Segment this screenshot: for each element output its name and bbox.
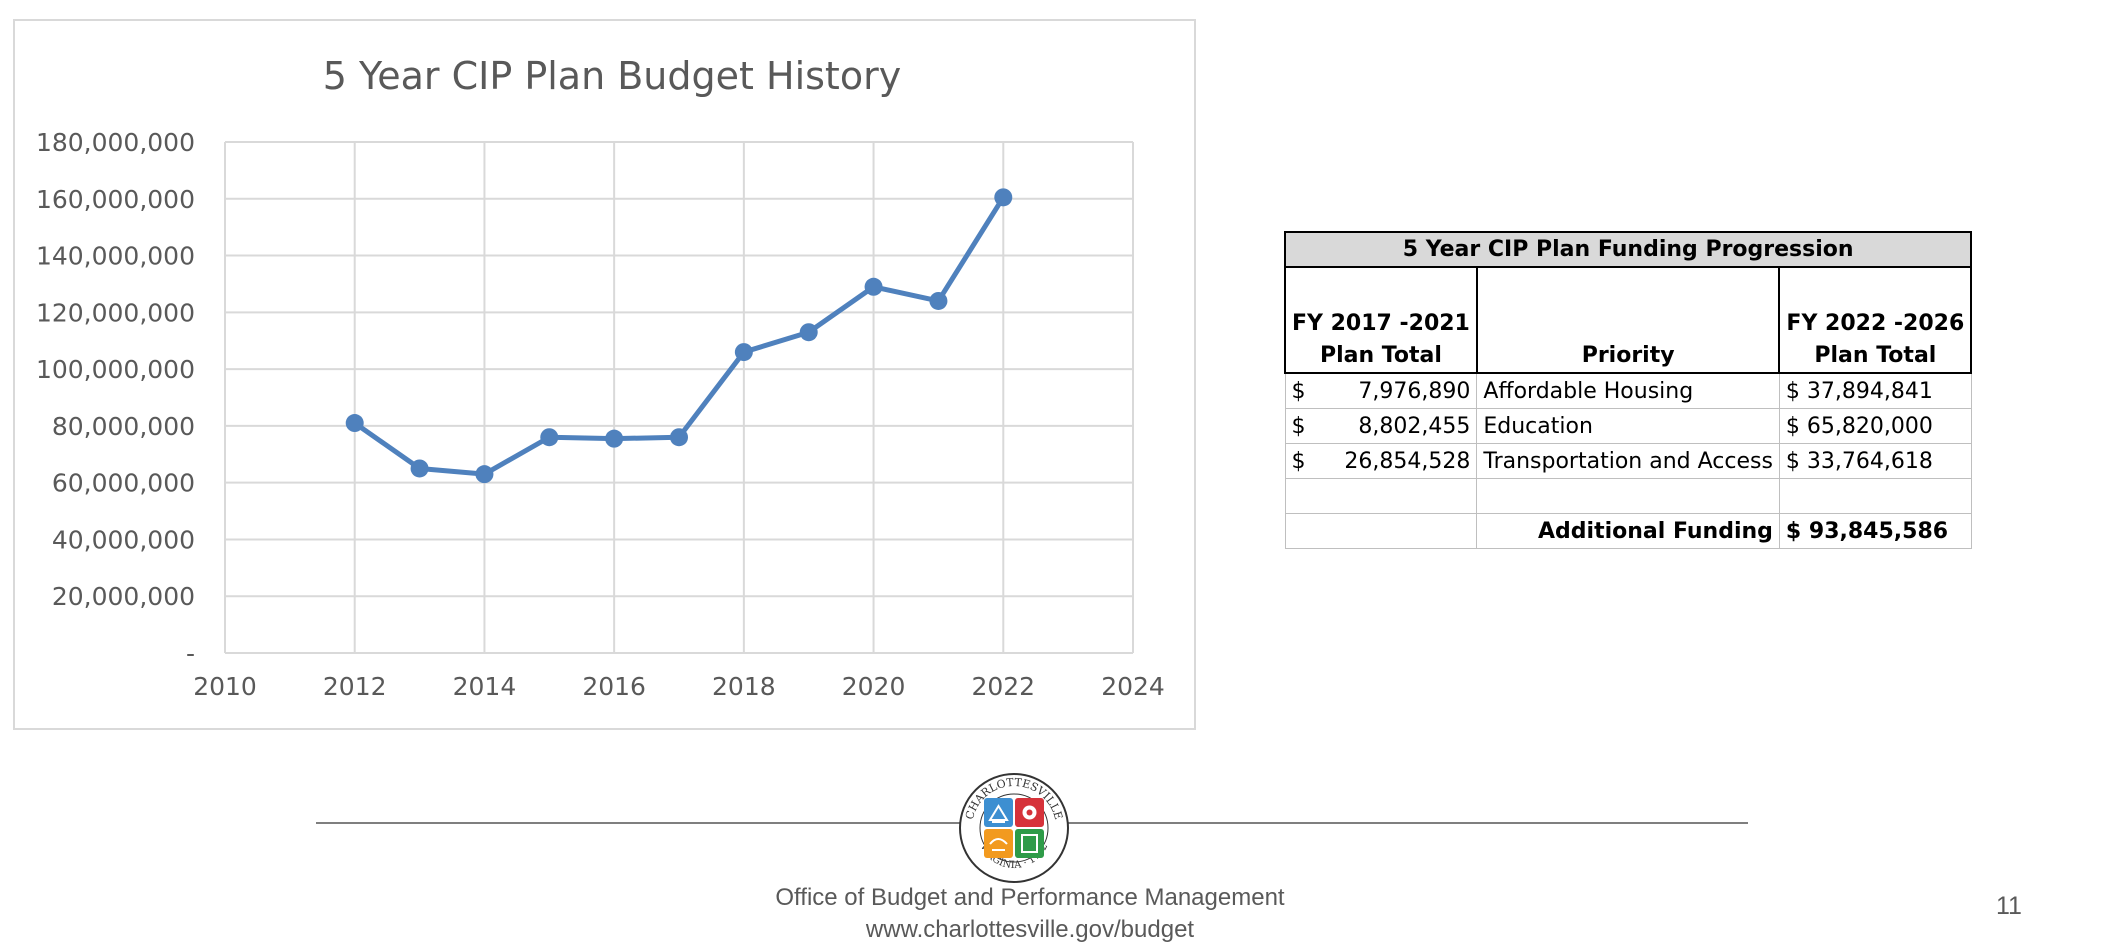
data-point [605,429,624,448]
empty-cell [1284,513,1478,549]
data-point [475,465,494,484]
priority-cell: Education [1476,408,1780,444]
priority-cell: Transportation and Access [1476,443,1780,479]
total-amount: 93,845,586 [1808,518,1949,544]
x-tick-label: 2024 [1101,672,1165,701]
x-tick-label: 2022 [971,672,1035,701]
building-icon [988,804,1009,823]
empty-cell [1778,478,1972,514]
y-tick-label: 60,000,000 [52,469,195,498]
footer-office-name: Office of Budget and Performance Managem… [775,884,1285,911]
data-point [929,291,948,310]
currency-symbol: $ [1291,448,1306,474]
data-point [345,414,364,433]
header-previous-plan-line2: Plan Total [1319,343,1442,368]
empty-cell [1476,478,1780,514]
header-current-plan-line1: FY 2022 -2026 [1786,311,1965,336]
footer-divider-right [1068,822,1748,824]
plant-icon [989,838,1008,851]
header-priority: Priority [1475,267,1781,374]
previous-amount: 8,802,455 [1358,413,1471,439]
total-label: Additional Funding [1476,513,1780,549]
table-row-empty [1284,478,1972,514]
chart-panel: 5 Year CIP Plan Budget History - 20,000,0… [13,19,1196,730]
y-tick-label: - [186,639,195,668]
funding-progression-table: 5 Year CIP Plan Funding Progression FY 2… [1283,231,1973,549]
y-tick-label: 160,000,000 [36,185,195,214]
y-tick-label: 80,000,000 [52,412,195,441]
table-row: $8,802,455 Education $ 65,820,000 [1284,408,1972,444]
header-previous-plan: FY 2017 -2021 Plan Total [1284,267,1478,374]
columns-icon [1021,834,1038,853]
currency-symbol: $ [1291,413,1306,439]
current-amount-cell: $ 33,764,618 [1778,443,1972,479]
table-row: $7,976,890 Affordable Housing $ 37,894,8… [1284,372,1972,409]
currency-symbol: $ [1785,518,1802,544]
x-tick-label: 2012 [323,672,387,701]
data-point [994,188,1013,207]
data-point [410,459,429,478]
currency-symbol: $ [1785,378,1800,404]
current-amount-cell: $ 37,894,841 [1778,372,1972,409]
data-point [540,428,559,447]
table-title: 5 Year CIP Plan Funding Progression [1283,231,1973,268]
header-current-plan: FY 2022 -2026 Plan Total [1778,267,1973,374]
current-amount: 37,894,841 [1806,378,1933,404]
current-amount: 33,764,618 [1806,448,1933,474]
empty-cell [1284,478,1478,514]
page-number: 11 [1996,892,2022,920]
y-tick-label: 180,000,000 [36,128,195,157]
x-tick-label: 2020 [842,672,906,701]
priority-cell: Affordable Housing [1476,372,1780,409]
line-chart: 5 Year CIP Plan Budget History - 20,000,0… [36,54,1165,701]
previous-amount: 26,854,528 [1344,448,1471,474]
y-tick-label: 140,000,000 [36,242,195,271]
total-amount-cell: $ 93,845,586 [1778,513,1972,549]
seal-quadrant-orange [984,829,1013,858]
data-point [799,323,818,342]
data-point [670,428,688,447]
previous-amount: 7,976,890 [1358,378,1471,404]
city-seal-logo: CHARLOTTESVILLE VIRGINIA · 1762 [959,773,1069,883]
previous-amount-cell: $8,802,455 [1284,408,1478,444]
current-amount: 65,820,000 [1806,413,1933,439]
header-previous-plan-line1: FY 2017 -2021 [1292,311,1470,336]
currency-symbol: $ [1291,378,1306,404]
currency-symbol: $ [1785,448,1800,474]
y-tick-label: 120,000,000 [36,298,195,327]
y-tick-label: 100,000,000 [36,355,195,384]
footer-website-link[interactable]: www.charlottesville.gov/budget [865,916,1195,943]
x-tick-label: 2016 [582,672,646,701]
x-tick-label: 2010 [193,672,257,701]
currency-symbol: $ [1785,413,1800,439]
previous-amount-cell: $7,976,890 [1284,372,1478,409]
footer-divider-left [316,822,964,824]
y-tick-label: 40,000,000 [52,525,195,554]
x-tick-label: 2014 [453,672,517,701]
header-current-plan-line2: Plan Total [1814,343,1937,368]
previous-amount-cell: $26,854,528 [1284,443,1478,479]
data-point [864,277,883,296]
table-total-row: Additional Funding $ 93,845,586 [1284,513,1972,549]
data-point [734,343,753,362]
x-tick-label: 2018 [712,672,776,701]
chart-title: 5 Year CIP Plan Budget History [323,54,901,98]
current-amount-cell: $ 65,820,000 [1778,408,1972,444]
table-row: $26,854,528 Transportation and Access $ … [1284,443,1972,479]
y-tick-label: 20,000,000 [52,582,195,611]
seal-quadrant-green [1015,829,1044,858]
